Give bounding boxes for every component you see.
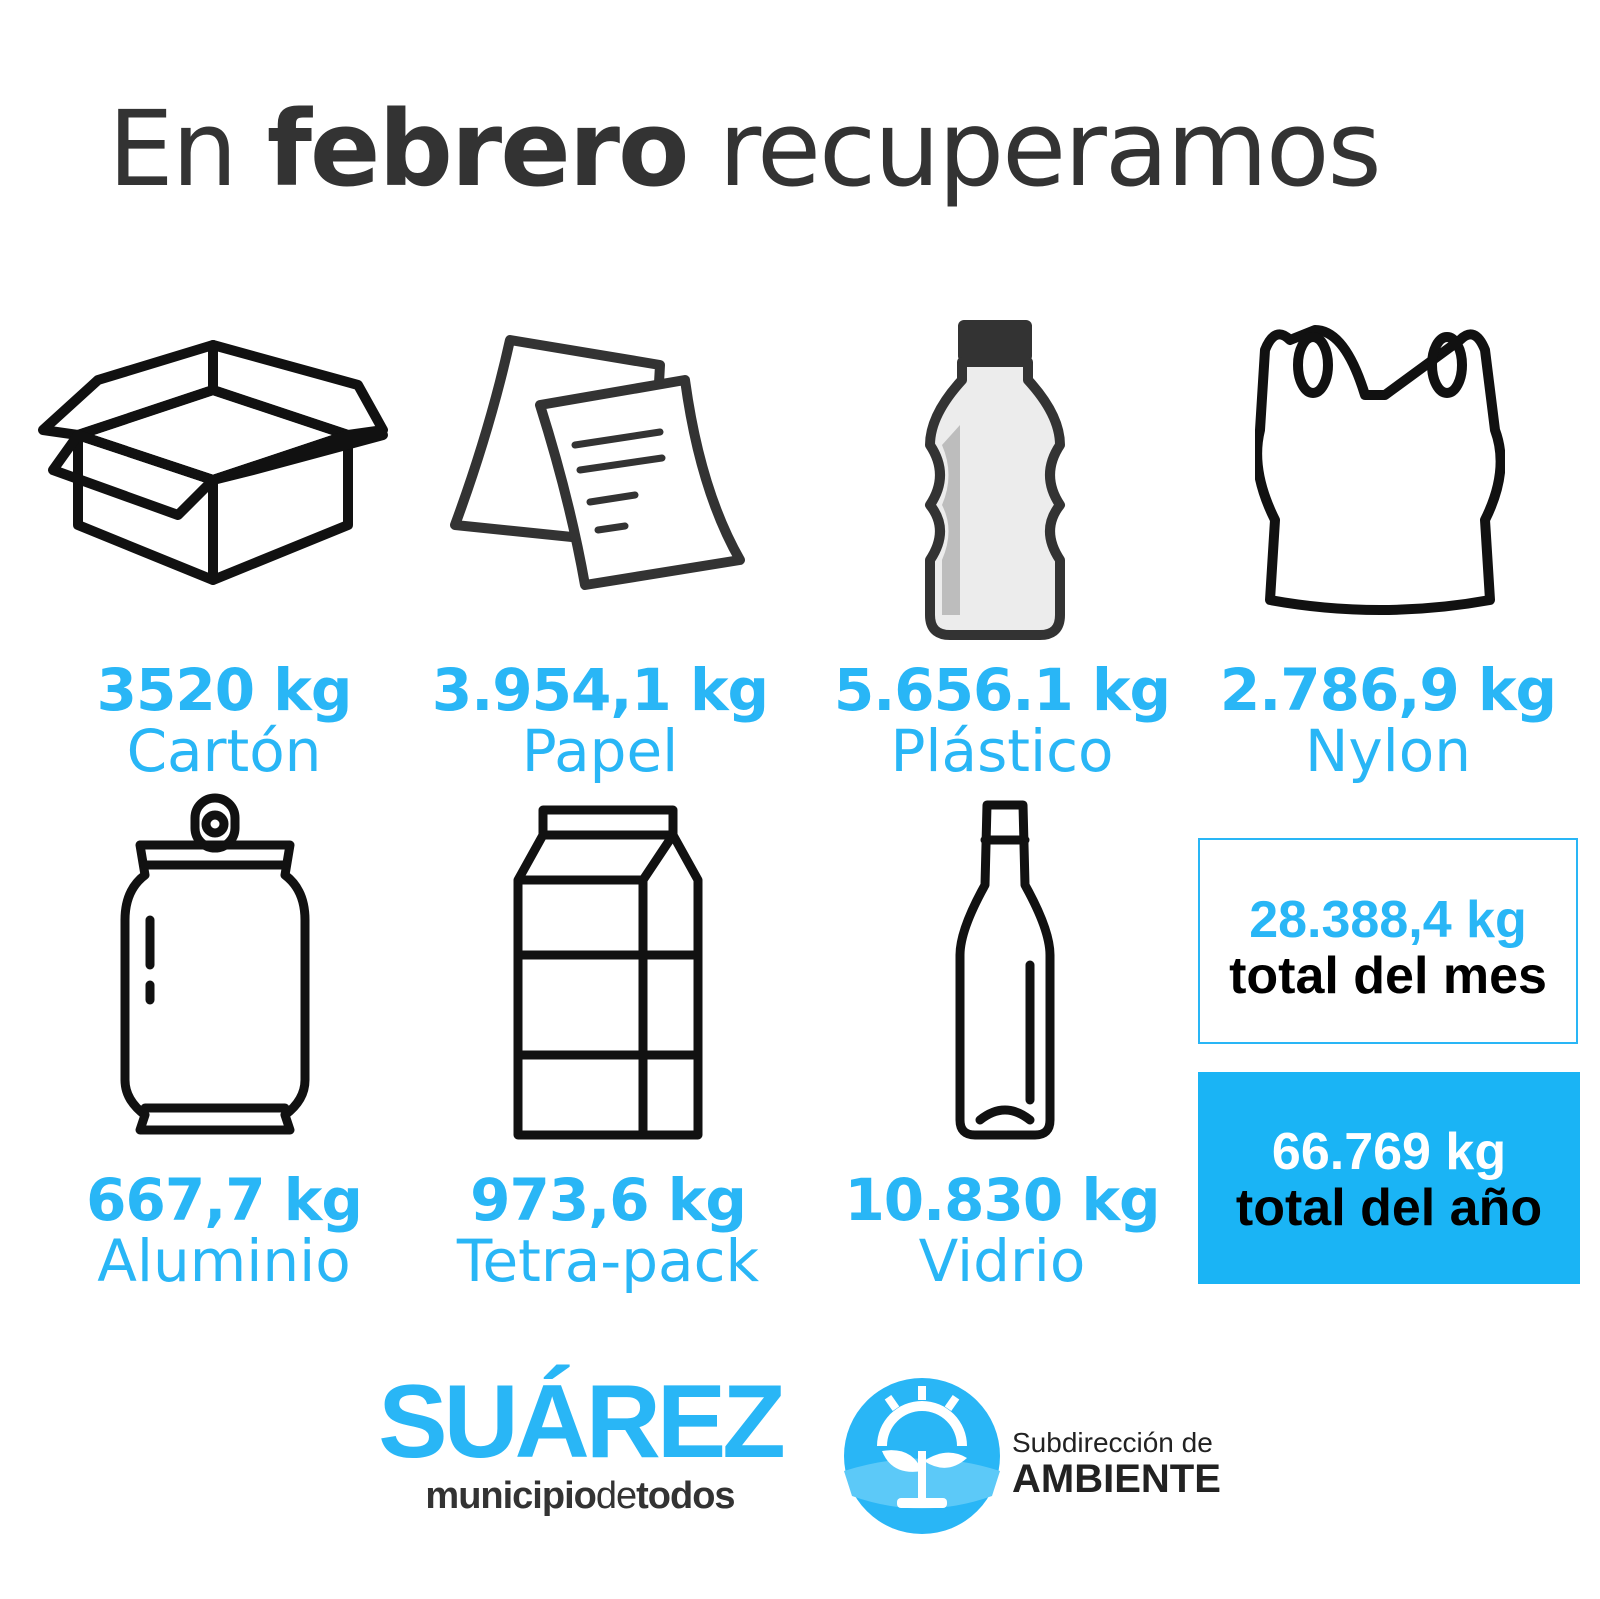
item-vidrio-name: Vidrio [918, 1227, 1086, 1295]
item-aluminio-name: Aluminio [97, 1227, 351, 1295]
item-aluminio-kg: 667,7 kg [86, 1166, 363, 1234]
title-pre: En [108, 88, 267, 210]
item-aluminio: 667,7 kg Aluminio [34, 1170, 414, 1292]
item-nylon: 2.786,9 kg Nylon [1198, 660, 1578, 782]
glass-bottle-icon [955, 800, 1055, 1140]
item-tetrapack-kg: 973,6 kg [470, 1166, 747, 1234]
tagline-b: de [595, 1475, 637, 1517]
item-vidrio-kg: 10.830 kg [844, 1166, 1160, 1234]
brand-tagline: municipiodetodos [370, 1474, 790, 1518]
total-month-label: total del mes [1229, 947, 1547, 1005]
paper-icon [450, 330, 750, 600]
item-papel: 3.954,1 kg Papel [410, 660, 790, 782]
item-nylon-kg: 2.786,9 kg [1219, 656, 1557, 724]
item-papel-name: Papel [521, 717, 679, 785]
item-tetrapack-name: Tetra-pack [456, 1227, 760, 1295]
item-plastico-name: Plástico [890, 717, 1114, 785]
suarez-logo: SUÁREZ municipiodetodos [370, 1370, 790, 1518]
plastic-bag-icon [1255, 320, 1505, 620]
page-title: En febrero recuperamos [108, 88, 1382, 210]
title-post: recuperamos [687, 88, 1382, 210]
tagline-c: todos [636, 1475, 735, 1517]
tagline-a: municipio [425, 1475, 596, 1517]
item-papel-kg: 3.954,1 kg [431, 656, 769, 724]
can-icon [120, 790, 310, 1140]
total-year-label: total del año [1235, 1179, 1543, 1237]
ambiente-text: Subdirección de AMBIENTE [1012, 1427, 1221, 1501]
box-icon [38, 340, 388, 590]
ambiente-logo-icon [842, 1376, 1002, 1536]
item-carton-name: Cartón [126, 717, 322, 785]
item-tetrapack: 973,6 kg Tetra-pack [418, 1170, 798, 1292]
item-plastico-kg: 5.656.1 kg [833, 656, 1171, 724]
item-carton-kg: 3520 kg [96, 656, 353, 724]
total-month-box: 28.388,4 kg total del mes [1198, 838, 1578, 1044]
brand-name: SUÁREZ [378, 1364, 786, 1480]
plastic-bottle-icon [920, 315, 1070, 645]
ambiente-sub: Subdirección de [1012, 1427, 1213, 1458]
ambiente-name: AMBIENTE [1012, 1457, 1221, 1501]
total-month-kg: 28.388,4 kg [1249, 891, 1527, 949]
item-nylon-name: Nylon [1304, 717, 1472, 785]
item-vidrio: 10.830 kg Vidrio [812, 1170, 1192, 1292]
item-plastico: 5.656.1 kg Plástico [812, 660, 1192, 782]
title-month: febrero [266, 88, 690, 210]
total-year-box: 66.769 kg total del año [1198, 1072, 1580, 1284]
carton-pack-icon [513, 805, 703, 1140]
item-carton: 3520 kg Cartón [34, 660, 414, 782]
total-year-kg: 66.769 kg [1271, 1123, 1507, 1181]
